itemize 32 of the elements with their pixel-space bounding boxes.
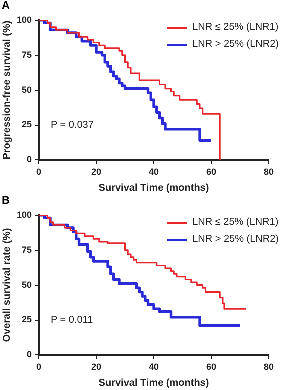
y-axis-title: Overall survival rate (%) [2,228,13,342]
x-tick-label: 40 [149,167,160,178]
y-tick-label: 75 [22,50,32,60]
x-tick-label: 0 [36,167,42,178]
x-tick-label: 80 [264,362,274,372]
chart-title: A [2,0,10,12]
x-tick-label: 0 [36,362,42,372]
y-axis-title: Progression-free survival (%) [2,20,13,160]
x-tick-label: 60 [206,167,217,178]
y-tick-label: 75 [22,244,32,255]
x-tick-label: 20 [92,167,102,178]
y-tick-label: 100 [16,14,32,25]
y-tick-label: 0 [27,154,32,165]
y-tick-label: 100 [16,210,32,220]
legend-label: LNR > 25% (LNR2) [192,39,279,50]
y-tick-label: 50 [22,84,32,95]
y-tick-label: 50 [22,280,32,290]
y-tick-label: 0 [27,350,32,360]
x-tick-label: 20 [92,362,102,372]
legend-label: LNR ≤ 25% (LNR1) [192,22,279,33]
x-axis-title: Survival Time (months) [98,182,210,194]
annotation: P = 0.011 [51,315,94,326]
x-axis-title: Survival Time (months) [98,378,210,389]
y-tick-label: 25 [22,120,32,130]
chart-title: B [2,195,10,207]
y-tick-label: 25 [22,314,32,325]
legend-label: LNR > 25% (LNR2) [192,234,279,245]
x-tick-label: 60 [206,362,217,372]
annotation: P = 0.037 [51,120,94,131]
x-tick-label: 80 [264,167,274,178]
legend-label: LNR ≤ 25% (LNR1) [192,217,279,228]
x-tick-label: 40 [149,362,160,372]
